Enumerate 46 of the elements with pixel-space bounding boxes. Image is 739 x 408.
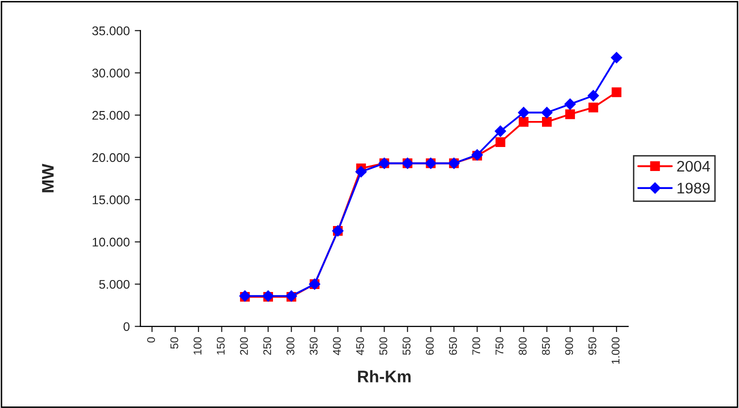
x-tick-label: 500 [379, 337, 388, 355]
point [612, 87, 622, 98]
x-tick-label: 600 [426, 337, 434, 355]
x-tick-label: 550 [402, 337, 410, 355]
point [564, 98, 576, 110]
point [518, 106, 530, 118]
x-tick-label: 250 [263, 337, 272, 355]
point [588, 102, 598, 112]
y-tick-label: 5.000 [99, 280, 130, 289]
point [610, 52, 622, 64]
x-tick-label: 800 [518, 337, 527, 355]
x-tick-label: 0 [147, 337, 156, 343]
x-tick-label: 950 [588, 337, 596, 355]
y-tick-label: 10.000 [92, 238, 130, 247]
point [565, 109, 575, 120]
y-tick-label: 35.000 [92, 26, 130, 36]
x-tick-label: 850 [542, 337, 550, 355]
x-tick-label: 350 [310, 337, 318, 355]
y-tick-label: 25.000 [92, 110, 130, 120]
y-axis-title: MW [42, 164, 54, 192]
y-tick-label: 0 [124, 322, 130, 332]
point [355, 166, 367, 178]
x-tick-label: 750 [496, 337, 504, 355]
legend-label: 2004 [677, 160, 710, 172]
x-tick-label: 50 [170, 337, 178, 349]
x-tick-label: 450 [356, 337, 364, 356]
y-tick-label: 15.000 [92, 195, 130, 204]
legend-label: 1989 [678, 182, 710, 194]
x-tick-label: 650 [449, 337, 457, 355]
y-tick-label: 30.000 [92, 68, 130, 78]
x-tick-label: 900 [565, 337, 574, 355]
point [494, 126, 506, 137]
point [542, 117, 552, 127]
x-tick-label: 150 [216, 337, 225, 355]
x-tick-label: 300 [286, 337, 294, 355]
x-tick-label: 100 [194, 337, 202, 355]
x-axis-title: Rh-Km [358, 370, 411, 382]
point [541, 106, 552, 118]
point [496, 137, 506, 148]
x-tick-label: 200 [240, 337, 248, 355]
point [518, 117, 528, 127]
x-tick-label: 400 [332, 337, 341, 356]
y-tick-label: 20.000 [92, 153, 130, 162]
x-tick-label: 1.000 [612, 337, 620, 364]
point [588, 90, 599, 102]
x-tick-label: 700 [472, 337, 480, 355]
